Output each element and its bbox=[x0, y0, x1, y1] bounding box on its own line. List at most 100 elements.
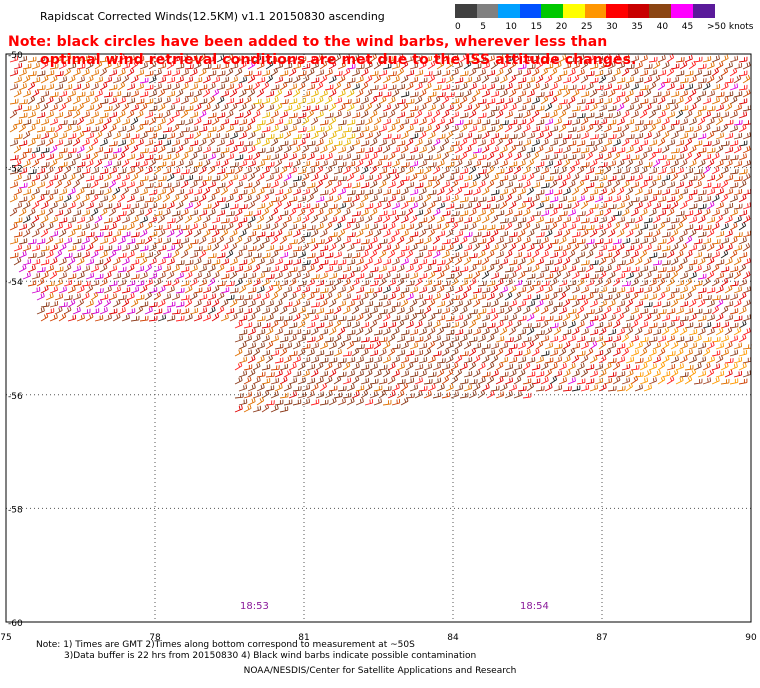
wind-barb bbox=[549, 208, 558, 217]
wind-barb bbox=[72, 209, 82, 217]
wind-barb bbox=[166, 187, 175, 196]
wind-barb bbox=[693, 95, 702, 105]
wind-barb bbox=[153, 308, 163, 315]
wind-barb bbox=[450, 362, 459, 371]
wind-barb bbox=[265, 354, 274, 364]
wind-barb bbox=[472, 328, 481, 336]
wind-barb bbox=[324, 376, 333, 385]
wind-barb bbox=[396, 153, 406, 161]
wind-barb bbox=[688, 75, 697, 84]
wind-barb bbox=[27, 124, 36, 133]
wind-barb bbox=[117, 236, 126, 245]
wind-barb bbox=[711, 376, 720, 385]
wind-barb bbox=[13, 89, 22, 98]
wind-barb bbox=[18, 223, 28, 231]
wind-barb bbox=[675, 193, 684, 203]
wind-barb bbox=[274, 299, 283, 308]
wind-barb bbox=[252, 334, 261, 343]
wind-barb bbox=[252, 306, 261, 315]
wind-barb bbox=[18, 112, 28, 119]
wind-barb bbox=[729, 322, 739, 329]
wind-barb bbox=[99, 237, 109, 245]
wind-barb bbox=[558, 307, 567, 315]
wind-barb bbox=[315, 239, 325, 245]
wind-barb bbox=[481, 131, 490, 140]
wind-barb bbox=[486, 264, 495, 273]
wind-barb bbox=[193, 117, 202, 126]
wind-barb bbox=[301, 384, 311, 392]
wind-barb bbox=[243, 294, 253, 301]
wind-barb bbox=[666, 321, 675, 329]
wind-barb bbox=[621, 96, 630, 105]
wind-barb bbox=[558, 334, 567, 343]
wind-barb bbox=[436, 92, 446, 98]
wind-barb bbox=[99, 195, 109, 203]
wind-barb bbox=[459, 351, 469, 357]
wind-barb bbox=[324, 152, 333, 161]
wind-barb bbox=[558, 236, 567, 245]
wind-barb bbox=[400, 342, 409, 350]
wind-barb bbox=[571, 201, 580, 210]
wind-barb bbox=[400, 273, 410, 280]
wind-barb bbox=[427, 145, 436, 154]
wind-barb bbox=[211, 259, 221, 266]
wind-barb bbox=[414, 126, 424, 133]
wind-barb bbox=[360, 321, 370, 329]
wind-barb bbox=[648, 236, 657, 245]
wind-barb bbox=[81, 265, 91, 273]
wind-barb bbox=[252, 81, 261, 91]
wind-barb bbox=[193, 215, 202, 224]
wind-barb bbox=[54, 306, 63, 315]
wind-barb bbox=[414, 96, 423, 105]
wind-barb bbox=[454, 243, 463, 252]
wind-barb bbox=[675, 96, 684, 105]
wind-barb bbox=[405, 292, 414, 301]
wind-barb bbox=[508, 133, 518, 140]
wind-barb bbox=[148, 272, 158, 280]
wind-barb bbox=[378, 336, 388, 343]
wind-barb bbox=[495, 237, 504, 245]
wind-barb bbox=[36, 152, 45, 161]
wind-barb bbox=[333, 265, 343, 273]
wind-barb bbox=[283, 355, 292, 364]
wind-barb bbox=[54, 266, 64, 273]
wind-barb bbox=[117, 139, 127, 147]
wind-barb bbox=[486, 250, 495, 259]
wind-barb bbox=[558, 84, 568, 91]
wind-barb bbox=[274, 357, 284, 364]
wind-barb bbox=[657, 252, 667, 259]
wind-barb bbox=[175, 89, 184, 98]
wind-barb bbox=[688, 329, 698, 336]
wind-barb bbox=[261, 278, 270, 287]
wind-barb bbox=[562, 298, 571, 308]
wind-barb bbox=[49, 244, 58, 252]
wind-barb bbox=[387, 110, 396, 119]
wind-barb bbox=[603, 69, 613, 77]
wind-barb bbox=[27, 252, 37, 259]
wind-barb bbox=[630, 208, 639, 217]
wind-barb bbox=[472, 76, 481, 84]
wind-barb bbox=[693, 224, 703, 231]
wind-barb bbox=[495, 137, 504, 147]
wind-barb bbox=[612, 151, 621, 161]
wind-barb bbox=[265, 385, 275, 392]
wind-barb bbox=[657, 348, 666, 357]
wind-barb bbox=[697, 215, 706, 224]
wind-barb bbox=[310, 116, 319, 126]
wind-barb bbox=[436, 173, 445, 182]
wind-barb bbox=[360, 166, 369, 175]
wind-barb bbox=[342, 54, 351, 63]
wind-barb bbox=[540, 280, 550, 287]
wind-barb bbox=[346, 397, 355, 406]
wind-barb bbox=[49, 286, 58, 294]
wind-barb bbox=[585, 250, 594, 259]
wind-barb bbox=[630, 320, 639, 329]
wind-barb bbox=[94, 215, 103, 224]
wind-barb bbox=[589, 159, 598, 168]
wind-barb bbox=[522, 180, 531, 189]
wind-barb bbox=[337, 89, 346, 98]
wind-barb bbox=[139, 216, 148, 224]
wind-barb bbox=[279, 279, 289, 287]
wind-barb bbox=[103, 147, 113, 154]
wind-barb bbox=[184, 259, 194, 266]
